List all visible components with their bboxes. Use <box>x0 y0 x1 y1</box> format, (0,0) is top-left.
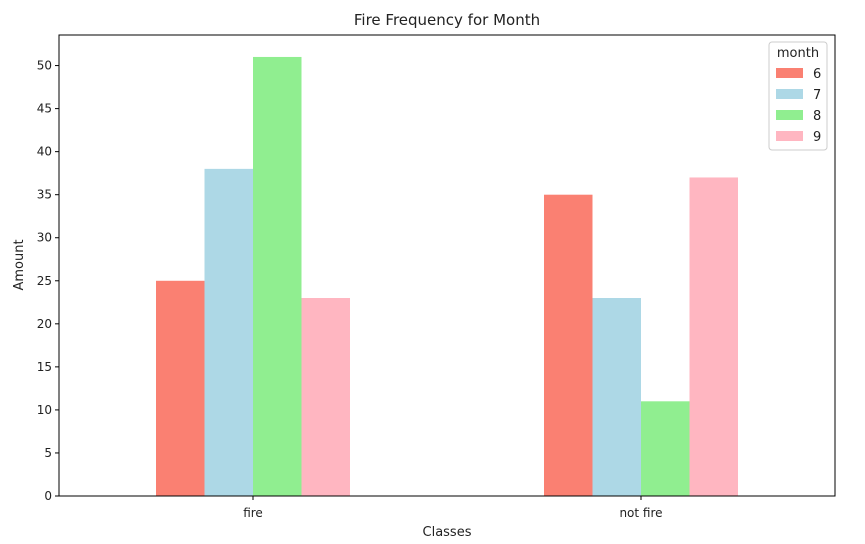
bar-fire-month-8 <box>253 56 302 496</box>
bar-fire-month-9 <box>301 297 350 496</box>
legend-swatch-month-6 <box>776 68 803 78</box>
y-tick-label: 50 <box>37 59 52 73</box>
legend-label-month-7: 7 <box>813 88 821 103</box>
y-tick-label: 30 <box>37 231 52 245</box>
x-tick-label: fire <box>243 506 263 520</box>
legend-title: month <box>777 46 819 61</box>
bar-not-fire-month-9 <box>689 177 738 496</box>
bar-fire-month-7 <box>204 168 253 496</box>
y-tick-label: 20 <box>37 317 52 331</box>
legend-swatch-month-9 <box>776 131 803 141</box>
bar-not-fire-month-8 <box>641 401 690 496</box>
legend-items: 6 7 8 9 <box>776 67 821 145</box>
y-tick-label: 25 <box>37 274 52 288</box>
legend: month 6 7 8 9 <box>768 41 828 151</box>
legend-label-month-6: 6 <box>813 67 821 82</box>
legend-label-month-8: 8 <box>813 109 821 124</box>
x-tick-label: not fire <box>619 506 662 520</box>
bars-group <box>156 56 738 496</box>
y-tick-label: 10 <box>37 403 52 417</box>
y-tick-label: 40 <box>37 145 52 159</box>
legend-label-month-9: 9 <box>813 130 821 145</box>
legend-swatch-month-8 <box>776 110 803 120</box>
y-tick-label: 15 <box>37 360 52 374</box>
y-tick-label: 35 <box>37 188 52 202</box>
y-axis-label: Amount <box>12 239 27 290</box>
legend-swatch-month-7 <box>776 89 803 99</box>
y-axis-ticks: 0 5 10 15 20 25 30 35 40 45 50 <box>37 59 59 503</box>
x-axis-ticks: fire not fire <box>243 496 663 520</box>
bar-not-fire-month-7 <box>592 297 641 496</box>
bar-not-fire-month-6 <box>544 194 593 496</box>
y-tick-label: 45 <box>37 102 52 116</box>
chart-title: Fire Frequency for Month <box>354 11 540 29</box>
y-tick-label: 0 <box>44 489 52 503</box>
bar-fire-month-6 <box>156 280 205 496</box>
plot-frame <box>58 34 836 497</box>
x-axis-label: Classes <box>423 525 472 540</box>
y-tick-label: 5 <box>44 446 52 460</box>
